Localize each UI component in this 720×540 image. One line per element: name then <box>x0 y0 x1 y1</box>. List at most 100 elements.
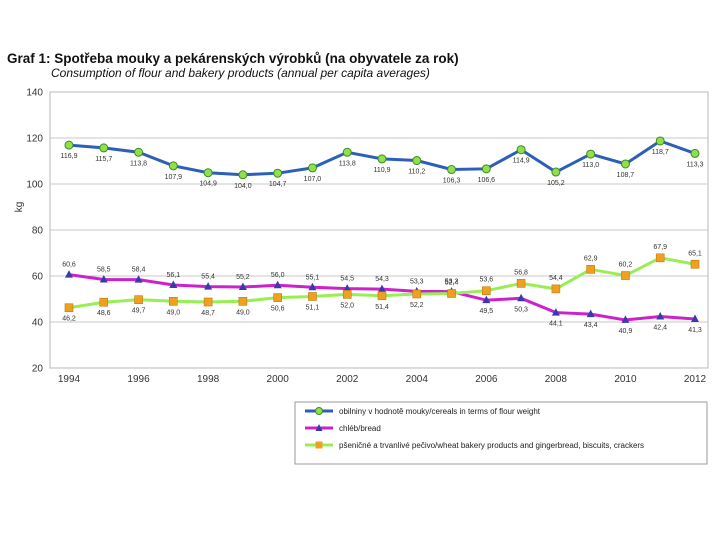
data-point <box>691 314 699 323</box>
data-point <box>203 297 213 307</box>
data-point <box>378 284 386 293</box>
legend-entry: chléb/bread <box>305 424 381 433</box>
data-label: 56,0 <box>271 272 285 279</box>
data-label: 53,6 <box>480 277 494 284</box>
data-point <box>621 315 630 323</box>
legend-entry: obilniny v hodnotě mouky/cereals in term… <box>305 407 541 416</box>
x-tick-label: 2010 <box>614 374 637 385</box>
data-label: 55,4 <box>201 274 215 281</box>
data-point <box>690 148 700 158</box>
data-label: 53,3 <box>410 278 424 285</box>
x-tick-label: 2008 <box>545 374 568 385</box>
legend-label: pšeničné a trvanlivé pečivo/wheat bakery… <box>339 441 644 450</box>
y-tick-label: 140 <box>26 88 43 99</box>
data-label: 49,5 <box>480 308 494 315</box>
data-point <box>447 165 457 175</box>
data-label: 51,4 <box>375 304 389 311</box>
data-point <box>655 253 665 263</box>
data-point <box>273 293 282 302</box>
data-point <box>621 271 630 280</box>
data-point <box>517 293 526 302</box>
data-label: 110,2 <box>408 169 425 176</box>
data-point <box>586 309 595 318</box>
data-point <box>238 282 247 291</box>
y-tick-label: 20 <box>32 364 44 375</box>
legend-box <box>294 401 708 465</box>
data-label: 44,1 <box>549 321 563 328</box>
data-label: 41,3 <box>688 327 702 334</box>
y-tick-label: 100 <box>26 180 43 191</box>
data-label: 52,0 <box>340 302 354 309</box>
data-point <box>342 290 352 299</box>
data-label: 54,5 <box>340 276 354 283</box>
data-label: 42,4 <box>653 324 667 331</box>
data-point <box>481 164 491 174</box>
data-point <box>99 297 109 307</box>
data-label: 118,7 <box>652 149 669 156</box>
data-point <box>343 284 352 292</box>
data-point <box>586 265 595 274</box>
data-label: 108,7 <box>617 172 635 179</box>
data-label: 49,0 <box>167 309 181 316</box>
data-label: 50,3 <box>514 306 528 313</box>
data-label: 55,1 <box>306 274 320 281</box>
data-point <box>551 167 561 177</box>
legend-marker <box>315 441 323 449</box>
legend-entry: pšeničné a trvanlivé pečivo/wheat bakery… <box>305 441 644 450</box>
data-point <box>307 163 317 173</box>
data-label: 113,8 <box>339 160 356 167</box>
data-point <box>551 284 561 294</box>
data-label: 46,2 <box>62 316 76 323</box>
x-tick-label: 1996 <box>127 374 150 385</box>
data-label: 56,1 <box>167 272 181 279</box>
x-tick-label: 1994 <box>58 374 81 385</box>
data-point <box>168 161 178 171</box>
data-label: 107,9 <box>165 174 183 181</box>
legend: obilniny v hodnotě mouky/cereals in term… <box>294 401 708 465</box>
data-point <box>377 154 387 164</box>
data-label: 60,2 <box>619 262 633 269</box>
series-group: 116,9 115,7 113,8 107,9 104,9 104,0 104,7 107,0… <box>61 136 704 335</box>
y-tick-label: 40 <box>32 318 44 329</box>
data-point <box>551 308 560 316</box>
data-point <box>377 291 387 301</box>
data-label: 58,5 <box>97 266 111 273</box>
data-label: 60,6 <box>62 262 76 269</box>
data-point <box>134 275 143 283</box>
data-label: 106,6 <box>478 177 496 184</box>
legend-marker <box>315 407 323 415</box>
data-point <box>482 295 491 304</box>
data-point <box>64 303 74 313</box>
data-point <box>134 295 143 304</box>
data-label: 48,7 <box>201 310 215 317</box>
x-tick-label: 2012 <box>684 374 707 385</box>
legend-label: obilniny v hodnotě mouky/cereals in term… <box>339 407 541 416</box>
y-tick-label: 120 <box>26 134 43 145</box>
data-label: 53,2 <box>445 279 459 286</box>
data-label: 107,0 <box>304 176 322 183</box>
x-tick-label: 2000 <box>267 374 290 385</box>
data-label: 104,9 <box>199 181 217 188</box>
data-point <box>656 311 665 320</box>
data-label: 114,9 <box>513 158 530 165</box>
data-point <box>308 292 317 301</box>
data-point <box>342 147 352 157</box>
series-1: 116,9 115,7 113,8 107,9 104,9 104,0 104,7 107,0… <box>61 136 704 190</box>
data-label: 115,7 <box>95 156 112 163</box>
data-point <box>169 296 178 306</box>
data-label: 104,0 <box>234 183 252 190</box>
legend-label: chléb/bread <box>339 424 381 433</box>
data-point <box>65 270 73 278</box>
data-label: 50,6 <box>271 306 285 313</box>
data-label: 62,9 <box>584 255 598 262</box>
legend-marker <box>315 424 323 431</box>
data-label: 52,4 <box>445 279 459 286</box>
data-label: 55,2 <box>236 274 250 281</box>
y-axis-ticks: 140 120 100 80 60 40 20 <box>26 88 43 375</box>
data-point <box>516 279 526 288</box>
y-axis-label: kg <box>14 202 25 213</box>
data-label: 105,2 <box>547 180 565 187</box>
data-point <box>99 274 108 283</box>
x-tick-label: 2006 <box>475 374 498 385</box>
data-point <box>134 147 144 157</box>
